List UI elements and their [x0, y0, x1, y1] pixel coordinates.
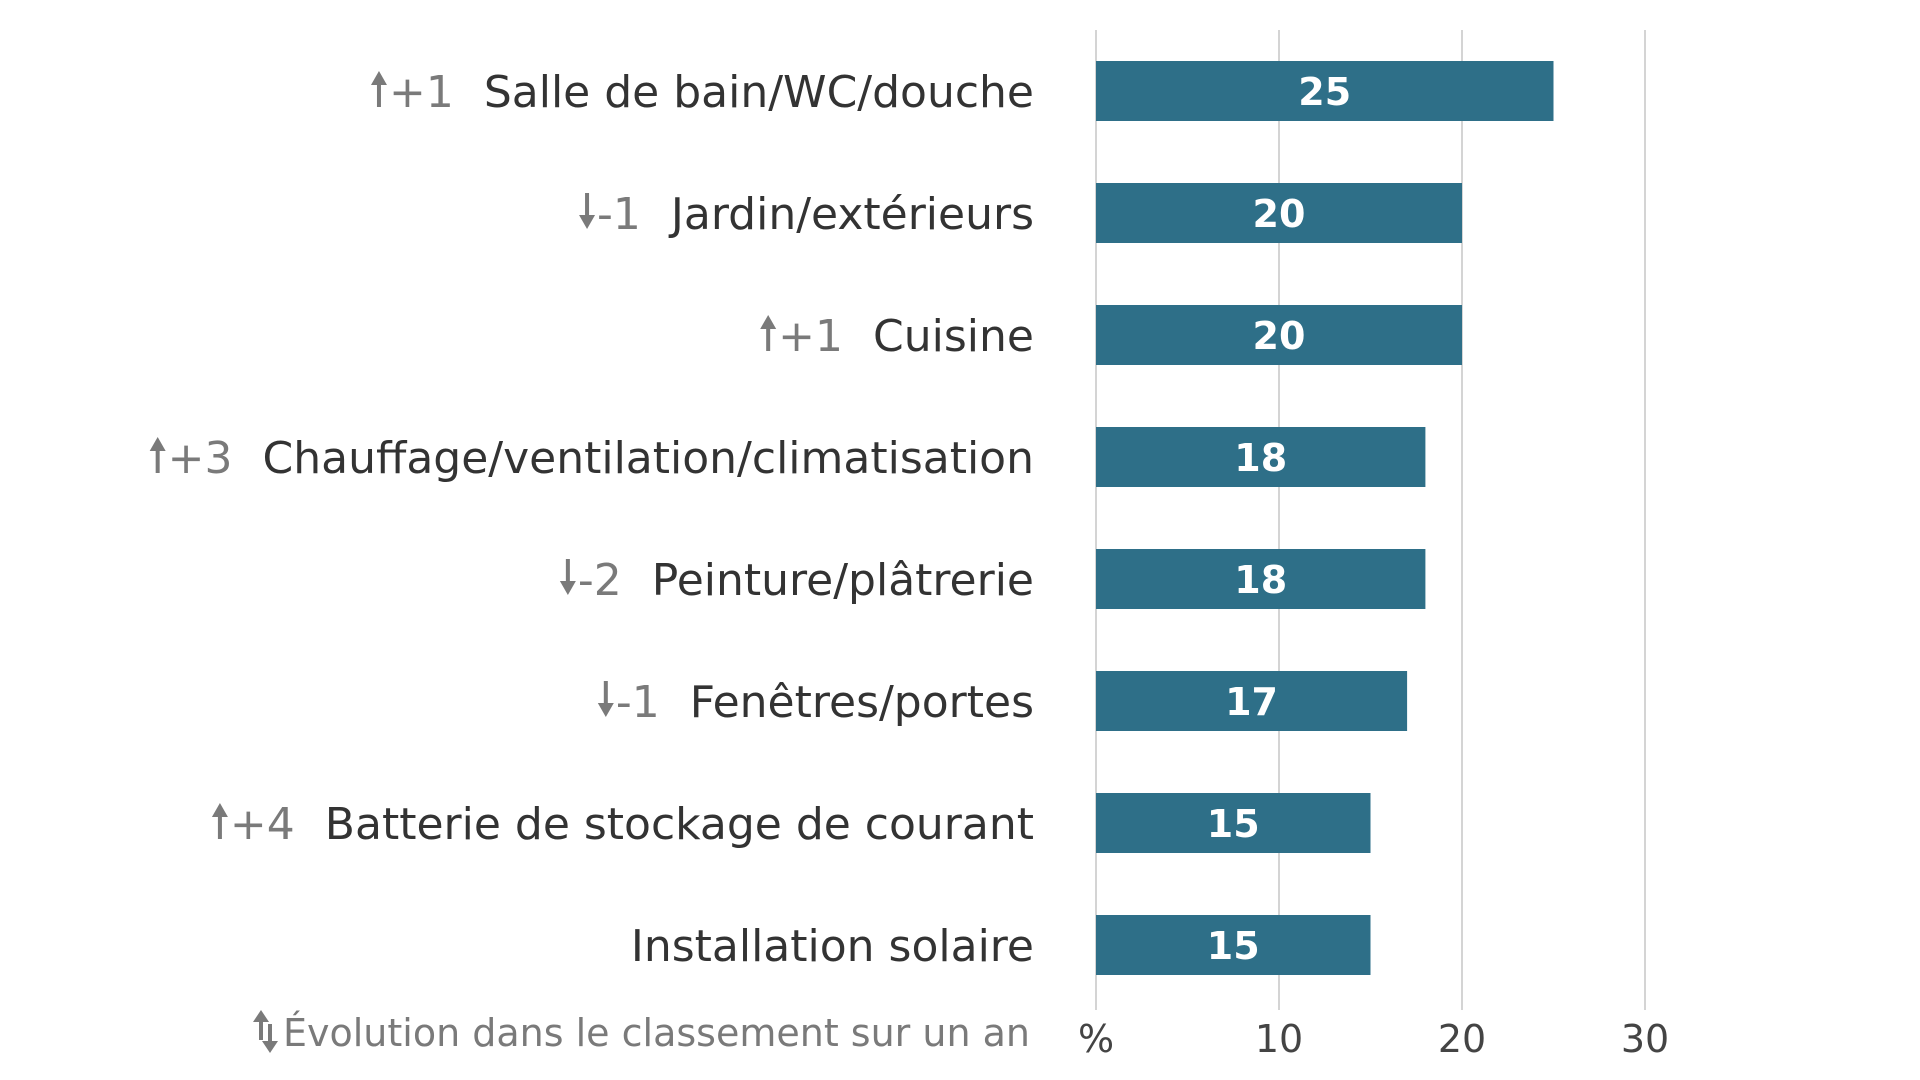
bar-value-label: 20 — [1253, 192, 1306, 236]
category-label: Batterie de stockage de courant — [325, 799, 1034, 850]
rank-change: -1 — [616, 677, 660, 728]
rank-change: +1 — [778, 311, 843, 362]
x-tick-label: 20 — [1438, 1017, 1486, 1061]
arrow-down-icon — [262, 1024, 278, 1053]
category-label: Cuisine — [873, 311, 1034, 362]
category-label: Fenêtres/portes — [690, 677, 1034, 728]
x-tick-label: 30 — [1621, 1017, 1669, 1061]
arrow-up-icon — [370, 71, 387, 107]
rank-change: +4 — [230, 799, 295, 850]
gridlines — [1095, 30, 1646, 1010]
x-axis-ticks: % 10 20 30 — [1078, 1017, 1669, 1061]
arrow-down-icon — [579, 193, 596, 229]
bar — [1096, 427, 1426, 487]
category-label: Peinture/plâtrerie — [652, 555, 1034, 606]
bar-value-label: 18 — [1234, 436, 1287, 480]
arrow-down-icon — [597, 681, 614, 717]
arrow-up-icon — [149, 437, 166, 473]
bars: 25 20 20 18 18 17 15 15 — [1096, 61, 1554, 975]
rank-change: +1 — [389, 67, 454, 118]
arrow-up-icon — [211, 803, 228, 839]
arrow-up-icon — [253, 1010, 269, 1040]
bar-value-label: 20 — [1253, 314, 1306, 358]
category-label: Jardin/extérieurs — [668, 189, 1034, 240]
x-tick-label: % — [1078, 1017, 1114, 1061]
bar — [1096, 61, 1554, 121]
bar — [1096, 305, 1462, 365]
bar-value-label: 17 — [1225, 680, 1278, 724]
category-labels: Salle de bain/WC/douche +1 Jardin/extérieu… — [149, 67, 1034, 972]
category-label: Chauffage/ventilation/climatisation — [263, 433, 1034, 484]
rank-change: +3 — [168, 433, 233, 484]
footnote-text: Évolution dans le classement sur un an — [283, 1011, 1030, 1055]
bar — [1096, 793, 1371, 853]
footnote: Évolution dans le classement sur un an — [253, 1010, 1030, 1055]
x-tick-label: 10 — [1255, 1017, 1303, 1061]
rank-change: -2 — [578, 555, 622, 606]
bar-value-label: 15 — [1207, 802, 1260, 846]
bar-value-label: 15 — [1207, 924, 1260, 968]
bar — [1096, 671, 1408, 731]
arrow-up-icon — [760, 315, 777, 351]
category-label: Installation solaire — [631, 921, 1034, 972]
bar-value-label: 25 — [1298, 70, 1351, 114]
arrow-down-icon — [559, 559, 576, 595]
bar — [1096, 915, 1371, 975]
rank-change: -1 — [597, 189, 641, 240]
bar — [1096, 549, 1426, 609]
bar — [1096, 183, 1462, 243]
category-label: Salle de bain/WC/douche — [484, 67, 1034, 118]
bar-value-label: 18 — [1234, 558, 1287, 602]
